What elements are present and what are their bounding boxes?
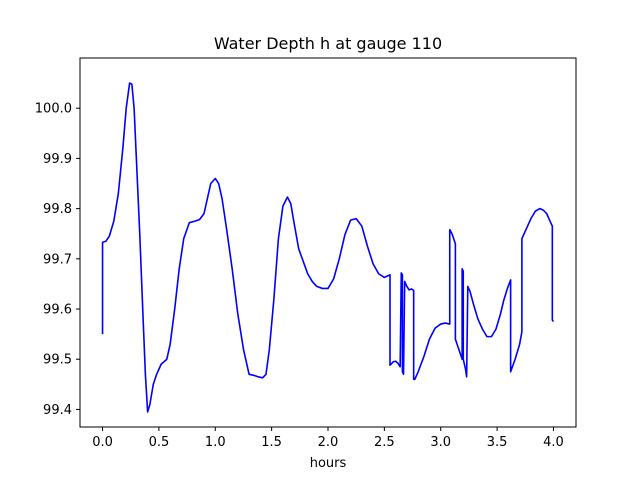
y-tick-label: 99.5	[43, 353, 72, 368]
y-tick-label: 100.0	[35, 102, 72, 117]
y-tick-label: 99.8	[43, 202, 72, 217]
x-tick-label: 3.0	[430, 435, 451, 450]
x-tick-label: 2.0	[318, 435, 339, 450]
y-tick-label: 99.9	[43, 152, 72, 167]
x-axis-label: hours	[310, 456, 347, 471]
x-tick-label: 3.5	[487, 435, 508, 450]
x-tick-label: 4.0	[543, 435, 564, 450]
y-tick-label: 99.4	[43, 403, 72, 418]
x-tick-label: 0.5	[149, 435, 170, 450]
x-tick-label: 0.0	[92, 435, 113, 450]
chart-title: Water Depth h at gauge 110	[214, 34, 442, 53]
plot-area	[101, 82, 555, 413]
x-tick-label: 1.5	[261, 435, 282, 450]
x-tick-label: 2.5	[374, 435, 395, 450]
y-axis: 99.4 99.5 99.6 99.7 99.8 99.9 100.0	[35, 102, 80, 418]
x-axis: 0.0 0.5 1.0 1.5 2.0 2.5 3.0 3.5 4.0	[92, 427, 564, 450]
x-tick-label: 1.0	[205, 435, 226, 450]
y-tick-label: 99.6	[43, 303, 72, 318]
series-line-0	[101, 82, 555, 413]
y-tick-label: 99.7	[43, 252, 72, 267]
